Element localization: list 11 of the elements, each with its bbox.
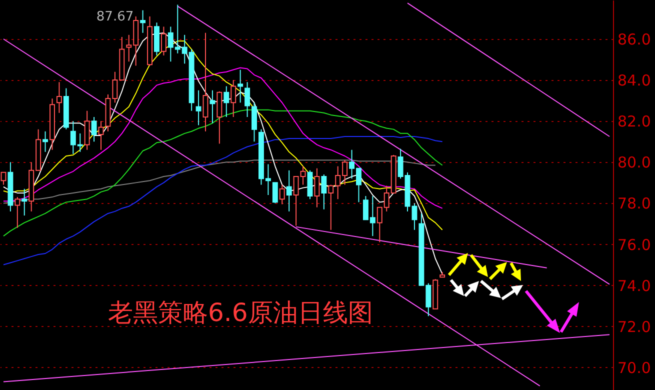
text: 老黑策略6.6原油日线图 [108,298,373,327]
y-tick-label: 82.0 [618,112,651,131]
y-tick-label: 70.0 [618,358,651,377]
y-tick-label: 78.0 [618,194,651,213]
y-tick-label: 84.0 [618,72,651,90]
y-tick-label: 80.0 [618,154,651,172]
annotation: 87.67 [96,10,134,25]
y-tick-label: 74.0 [618,276,651,295]
y-tick-label: 86.0 [618,30,651,48]
y-tick-label: 72.0 [618,318,651,336]
y-tick-label: 76.0 [618,236,651,254]
